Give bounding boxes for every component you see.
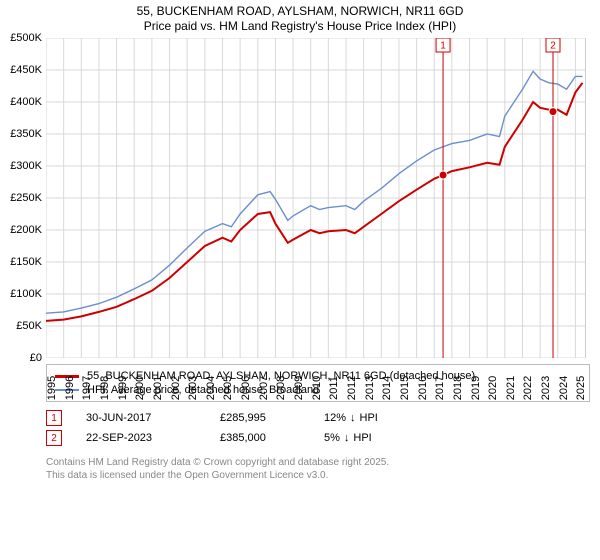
x-tick: 2007 <box>258 376 270 400</box>
y-tick: £0 <box>30 352 42 364</box>
x-tick: 1998 <box>99 376 111 400</box>
x-tick: 2022 <box>522 376 534 400</box>
x-tick: 2001 <box>152 376 164 400</box>
arrow-down-icon: ↓ <box>344 432 350 444</box>
y-tick: £200K <box>10 224 42 236</box>
event-diff: 12% ↓ HPI <box>324 412 378 424</box>
svg-text:2: 2 <box>550 41 556 52</box>
event-row: 2 22-SEP-2023 £385,000 5% ↓ HPI <box>46 428 590 448</box>
x-tick: 2009 <box>293 376 305 400</box>
x-tick: 1995 <box>46 376 58 400</box>
x-tick: 2006 <box>240 376 252 400</box>
event-index-box: 2 <box>46 430 62 446</box>
y-tick: £300K <box>10 160 42 172</box>
arrow-down-icon: ↓ <box>350 412 356 424</box>
x-tick: 2013 <box>364 376 376 400</box>
x-tick: 2017 <box>434 376 446 400</box>
x-tick: 2015 <box>399 376 411 400</box>
x-tick: 2008 <box>275 376 287 400</box>
x-tick: 2023 <box>540 376 552 400</box>
event-index-box: 1 <box>46 410 62 426</box>
event-price: £385,000 <box>220 432 300 444</box>
events-table: 1 30-JUN-2017 £285,995 12% ↓ HPI 2 22-SE… <box>46 408 590 448</box>
title-line1: 55, BUCKENHAM ROAD, AYLSHAM, NORWICH, NR… <box>0 4 600 19</box>
footer-line1: Contains HM Land Registry data © Crown c… <box>46 456 590 469</box>
y-tick: £450K <box>10 64 42 76</box>
x-tick: 2010 <box>311 376 323 400</box>
x-tick: 1996 <box>64 376 76 400</box>
y-tick: £150K <box>10 256 42 268</box>
title-line2: Price paid vs. HM Land Registry's House … <box>0 19 600 34</box>
event-row: 1 30-JUN-2017 £285,995 12% ↓ HPI <box>46 408 590 428</box>
chart-area: 12£0£50K£100K£150K£200K£250K£300K£350K£4… <box>46 38 586 358</box>
chart-title: 55, BUCKENHAM ROAD, AYLSHAM, NORWICH, NR… <box>0 0 600 34</box>
x-tick: 2024 <box>558 376 570 400</box>
y-tick: £400K <box>10 96 42 108</box>
y-tick: £250K <box>10 192 42 204</box>
x-tick: 2012 <box>346 376 358 400</box>
svg-text:1: 1 <box>440 41 446 52</box>
event-date: 30-JUN-2017 <box>86 412 196 424</box>
event-price: £285,995 <box>220 412 300 424</box>
x-tick: 2019 <box>470 376 482 400</box>
x-tick: 2003 <box>187 376 199 400</box>
x-tick: 2021 <box>505 376 517 400</box>
x-tick: 1997 <box>81 376 93 400</box>
event-date: 22-SEP-2023 <box>86 432 196 444</box>
x-tick: 2004 <box>205 376 217 400</box>
x-tick: 2018 <box>452 376 464 400</box>
x-tick: 2002 <box>170 376 182 400</box>
x-tick: 2011 <box>328 376 340 400</box>
x-tick: 2025 <box>575 376 587 400</box>
footer-attribution: Contains HM Land Registry data © Crown c… <box>46 456 590 482</box>
x-tick: 2000 <box>134 376 146 400</box>
y-tick: £500K <box>10 32 42 44</box>
event-diff: 5% ↓ HPI <box>324 432 372 444</box>
y-tick: £50K <box>16 320 42 332</box>
y-tick: £350K <box>10 128 42 140</box>
y-tick: £100K <box>10 288 42 300</box>
x-tick: 1999 <box>117 376 129 400</box>
x-tick: 2016 <box>417 376 429 400</box>
chart-container: { "title_line1": "55, BUCKENHAM ROAD, AY… <box>0 0 600 560</box>
footer-line2: This data is licensed under the Open Gov… <box>46 469 590 482</box>
x-tick: 2005 <box>222 376 234 400</box>
x-tick: 2020 <box>487 376 499 400</box>
x-tick: 2014 <box>381 376 393 400</box>
